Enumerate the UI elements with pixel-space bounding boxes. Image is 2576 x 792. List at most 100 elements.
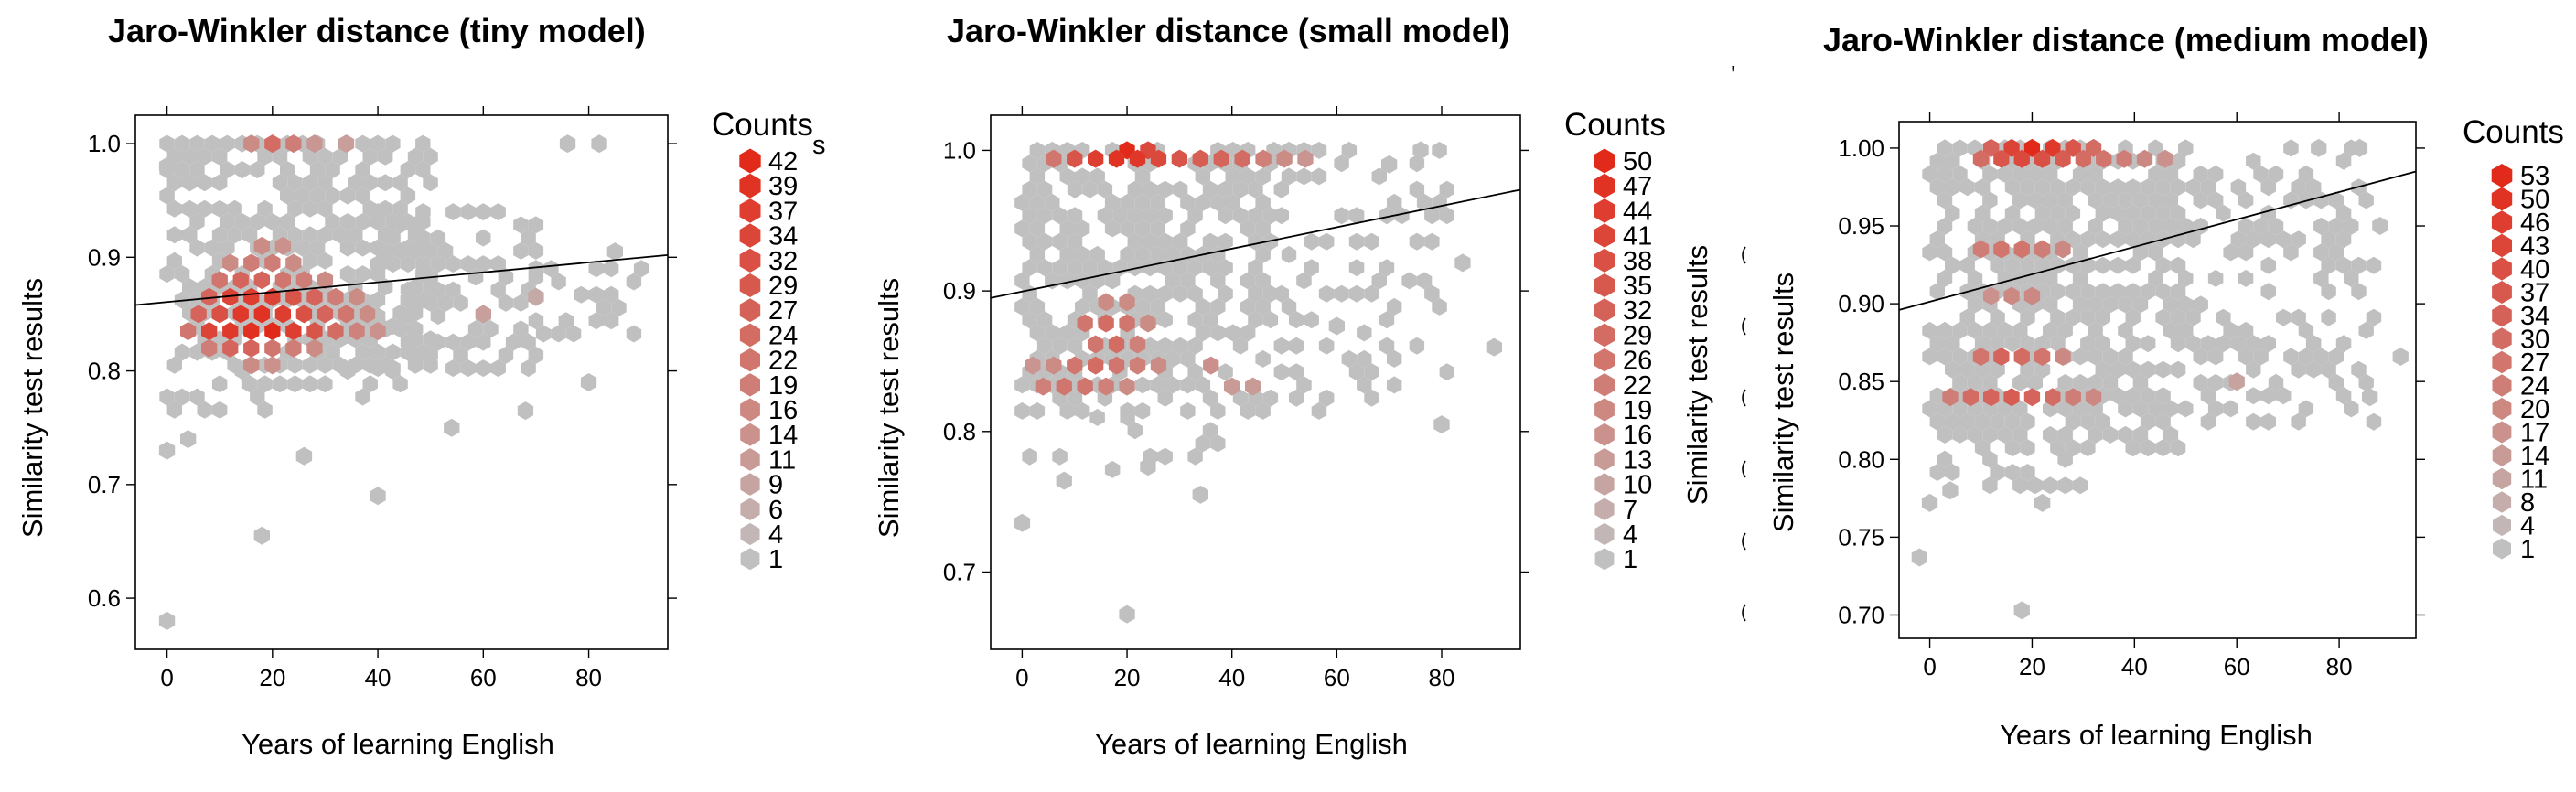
hexbin-cell: [1921, 493, 1938, 512]
hexbin-cell: [295, 187, 310, 205]
hexbin-cell: [1187, 259, 1203, 277]
hexbin-cell: [1134, 401, 1151, 420]
hexbin-cell: [317, 147, 333, 166]
hexbin-cell: [1187, 447, 1203, 466]
legend-label: 24: [768, 321, 798, 350]
hexbin-cell: [189, 161, 205, 179]
hexbin-cell: [1120, 245, 1135, 263]
hexbin-cell: [159, 134, 175, 153]
hexbin-cell: [400, 187, 416, 205]
hexbin-background: [1014, 141, 1454, 478]
hexbin-cell: [2125, 335, 2141, 353]
hexbin-cell: [1334, 207, 1349, 225]
hexbin-cell: [1424, 232, 1440, 251]
hexbin-cell: [476, 255, 491, 273]
hexbin-cell: [302, 199, 318, 218]
hexbin-cell: [1959, 308, 1975, 326]
hexbin-cell: [1232, 180, 1249, 198]
hexbin-cell: [2043, 191, 2058, 209]
hexbin-cell: [2321, 283, 2336, 301]
hexbin-cell: [2163, 321, 2179, 339]
hexbin-cell: [197, 174, 212, 192]
hexbin-cell: [1082, 284, 1098, 303]
hexbin-cell: [1990, 464, 2005, 481]
hexbin-cell: [385, 343, 401, 361]
hexbin-cell: [2012, 217, 2028, 235]
y-tick-label: 0.90: [1838, 290, 1884, 317]
hexbin-cell: [1341, 141, 1358, 159]
hexbin-cell: [415, 203, 431, 221]
hexbin-cell: [1304, 259, 1319, 277]
hexbin-cell: [2095, 335, 2110, 353]
hexbin-cell: [1255, 193, 1271, 211]
hexbin-cell: [475, 305, 491, 324]
hexbin-cell: [1014, 513, 1031, 532]
hexbin-cell: [606, 242, 623, 262]
hexbin-cell: [1187, 284, 1203, 303]
hexbin-cell: [309, 161, 326, 179]
hexbin-cell: [528, 287, 544, 306]
hexbin-cell: [327, 287, 344, 306]
hexbin-cell: [408, 320, 424, 338]
hexbin-cell: [408, 294, 424, 312]
hexbin-cell: [280, 213, 295, 231]
hexbin-cell: [2253, 165, 2269, 183]
hexbin-cell: [2155, 308, 2171, 326]
hexbin-cell: [1454, 253, 1471, 273]
hexbin-cell: [1134, 193, 1151, 211]
hexbin-cell: [528, 216, 544, 234]
hexbin-cell: [392, 199, 408, 218]
hexbin-cell: [2012, 269, 2028, 287]
hexbin-cell: [1195, 193, 1211, 211]
hexbin-cell: [2013, 149, 2030, 168]
hexbin-cell: [2080, 439, 2096, 457]
hexbin-cell: [332, 226, 348, 244]
x-tick-label: 0: [1015, 664, 1028, 691]
hexbin-cell: [2065, 138, 2081, 157]
hexbin-cell: [302, 252, 318, 270]
hexbin-cell: [2140, 360, 2156, 379]
hexbin-cell: [2023, 388, 2041, 407]
hexbin-cell: [2043, 321, 2058, 339]
hexbin-cell: [2027, 476, 2043, 495]
hexbin-cell: [158, 156, 176, 176]
legend-label: 39: [768, 172, 798, 201]
hexbin-cell: [1187, 363, 1203, 381]
hexbin-cell: [2207, 400, 2224, 418]
legend-label: 9: [768, 471, 783, 500]
hexbin-cell: [2155, 178, 2171, 197]
hexbin-cell: [1202, 180, 1218, 198]
hexbin-cell: [1067, 356, 1083, 375]
hexbin-cell: [2050, 204, 2066, 222]
legend-label: 19: [768, 371, 798, 401]
hexbin-cell: [338, 305, 355, 324]
hexbin-cell: [2268, 217, 2284, 235]
hexbin-cell: [174, 265, 190, 284]
hexbin-cell: [2102, 373, 2119, 391]
hexbin-cell: [378, 241, 393, 260]
hexbin-cell: [174, 343, 190, 361]
hexbin-cell: [2328, 217, 2344, 235]
hexbin-cell: [377, 147, 393, 166]
y-tick-label: 0.7: [943, 558, 976, 585]
hexbin-cell: [1059, 401, 1075, 420]
legend-label: 19: [1623, 396, 1652, 425]
hexbin-cell: [1379, 207, 1395, 225]
hexbin-cell: [559, 134, 576, 154]
hexbin-cell: [423, 241, 438, 260]
hexbin-cell: [1046, 356, 1062, 375]
hexbin-cell: [2178, 269, 2194, 287]
hexbin-cell: [2228, 372, 2245, 391]
hexbin-cell: [1172, 284, 1188, 303]
hexbin-cell: [2043, 425, 2058, 444]
hexbin-cell: [2246, 412, 2261, 431]
hexbin-cell: [2080, 178, 2096, 197]
hexbin-cell: [2004, 335, 2021, 353]
hexbin-cell: [1311, 141, 1327, 159]
hexbin-cell: [1357, 324, 1372, 342]
hexbin-cell: [2012, 425, 2028, 444]
hexbin-cell: [1424, 207, 1440, 225]
legend-label: 30: [2520, 326, 2549, 355]
legend-label: 37: [768, 197, 798, 226]
hexbin-cell: [1255, 401, 1271, 420]
